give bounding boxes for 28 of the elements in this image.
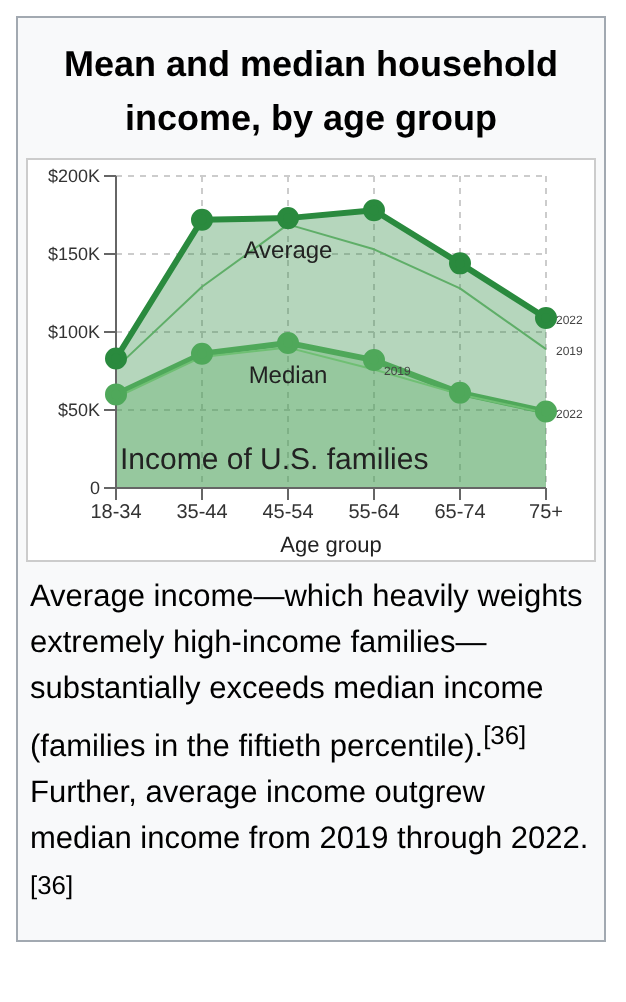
x-tick-label: 55-64	[348, 502, 401, 525]
y-tick-label: $50K	[57, 400, 100, 421]
point	[363, 199, 385, 222]
x-tick-label: 75+	[529, 502, 564, 525]
y-tick-label: $200K	[47, 166, 100, 187]
point	[363, 349, 385, 372]
y-tick-label: $150K	[47, 244, 100, 265]
point	[449, 252, 471, 275]
series-label: Median	[248, 360, 328, 389]
y-tick-label: $100K	[47, 322, 100, 343]
x-tick-label: 45-54	[262, 502, 315, 525]
point	[105, 383, 127, 406]
point	[535, 306, 557, 329]
point	[191, 208, 213, 231]
x-axis-title: Age group	[280, 534, 382, 558]
point	[535, 400, 557, 423]
annotation: Income of U.S. families	[120, 442, 429, 477]
point	[191, 342, 213, 365]
point	[277, 207, 299, 230]
x-tick-label: 35-44	[176, 502, 229, 525]
chart-title: Mean and median household income, by age group	[61, 42, 561, 142]
point	[105, 347, 127, 370]
point	[277, 331, 299, 354]
x-tick-label: 18-34	[90, 502, 143, 525]
x-tick-label: 65-74	[434, 502, 487, 525]
series-label: Average	[243, 236, 334, 265]
y-tick-label: 0	[89, 478, 100, 499]
point	[449, 381, 471, 404]
